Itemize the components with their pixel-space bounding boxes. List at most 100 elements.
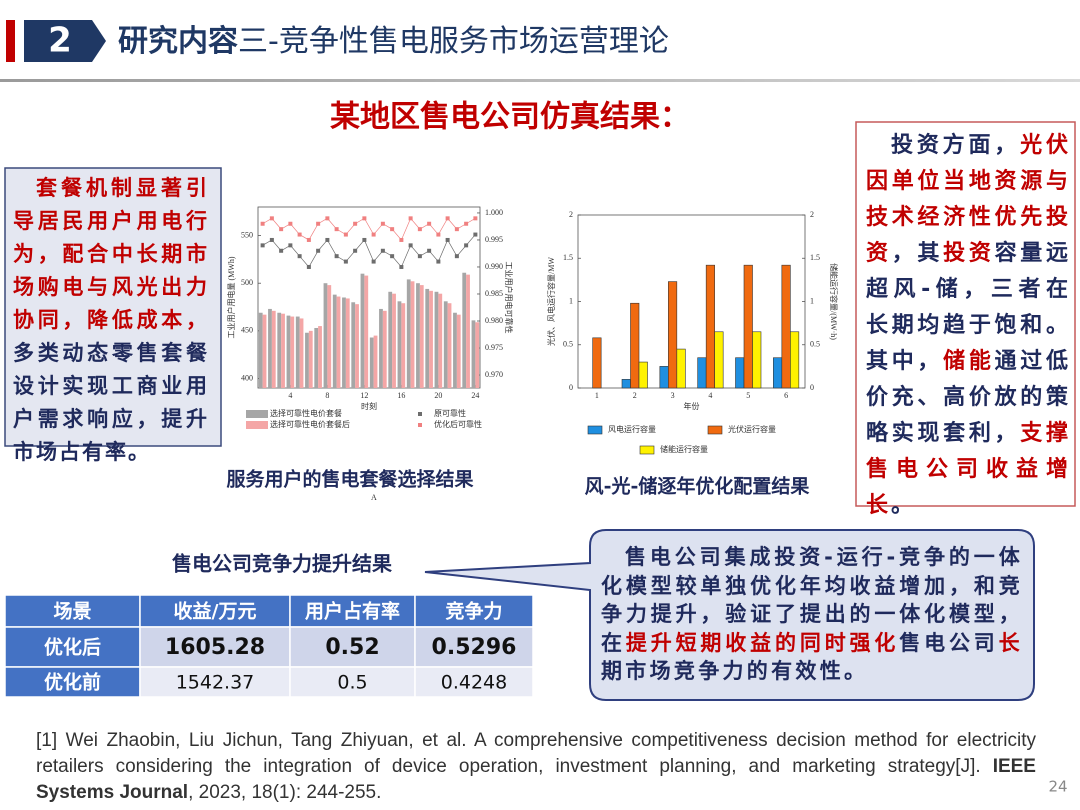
table-header-text: 用户占有率 (305, 600, 400, 623)
y-tick-label: 0 (569, 383, 573, 392)
y-tick-label: 0.5 (563, 340, 573, 349)
bar (697, 357, 707, 389)
x-tick-label: 3 (671, 391, 675, 400)
y-tick-label: 0.5 (810, 340, 820, 349)
point (269, 216, 274, 221)
legend-swatch (246, 421, 268, 429)
bar (743, 264, 753, 389)
bar (638, 361, 648, 389)
bar (705, 264, 715, 389)
legend-label: 优化后可靠性 (434, 419, 482, 429)
bar (401, 303, 406, 388)
table-cell (139, 666, 291, 698)
section-number: 2 (48, 21, 72, 61)
legend-label: 原可靠性 (434, 408, 466, 418)
bar (281, 313, 285, 388)
y-tick-label: 400 (241, 373, 253, 382)
x-axis-title: 时刻 (361, 401, 377, 411)
point (417, 254, 422, 259)
point (473, 216, 478, 221)
bar (379, 308, 383, 388)
table-value: 0.5 (337, 672, 367, 694)
point (399, 237, 404, 242)
bar (258, 312, 263, 388)
bar (438, 293, 443, 388)
bar (360, 273, 365, 388)
point (343, 259, 348, 264)
x-tick-label: 1 (595, 391, 599, 400)
bar (773, 357, 783, 389)
bar (659, 366, 669, 389)
text-run: ，其 (891, 241, 944, 266)
bar (735, 357, 745, 389)
bar (373, 335, 378, 388)
text-run: 光伏因单位当地资源与技术经济性优先投资 (866, 133, 1071, 266)
point (325, 237, 330, 242)
callout-bubble (424, 529, 1035, 701)
point (464, 221, 469, 226)
bar (268, 308, 272, 388)
chart-caption: 风-光-储逐年优化配置结果 (585, 475, 810, 498)
text-run: 提升短期收益的同时强化 (625, 630, 900, 655)
x-tick-label: 2 (633, 391, 637, 400)
bar (318, 326, 322, 388)
page-number: 24 (1048, 778, 1067, 796)
point (464, 243, 469, 248)
point (436, 232, 441, 237)
callout-text: 售电公司集成投资-运行-竞争的一体化模型较单独优化年均收益增加，和竞争力提升，验… (601, 543, 1023, 686)
text-run: [1] Wei Zhaobin, Liu Jichun, Tang Zhiyua… (36, 730, 1036, 777)
text-run: 套餐机制显著引导居民用户用电行为，配合中长期市场购电与风光出力协同，降低成本， (13, 176, 209, 332)
reference: [1] Wei Zhaobin, Liu Jichun, Tang Zhiyua… (36, 728, 1036, 806)
table-cell (414, 666, 534, 698)
bar (351, 302, 356, 388)
bar (342, 297, 346, 388)
text-run: 售电公司集成投资-运行-竞争的一体化模型较单独优化年均收益增加，和竞争力提升，验… (601, 545, 1023, 655)
bar (471, 320, 476, 388)
bar (425, 288, 430, 388)
bar (429, 290, 433, 388)
x-tick-label: 8 (325, 391, 329, 400)
bar (592, 337, 602, 389)
point (279, 248, 284, 253)
right-note: 投资方面，光伏因单位当地资源与技术经济性优先投资，其投资容量远超风-储，三者在长… (866, 128, 1071, 524)
bar (369, 337, 374, 388)
point (334, 254, 339, 259)
bar (277, 312, 282, 388)
x-tick-label: 16 (397, 391, 405, 400)
text-run: 容量远超风-储，三者在长期均趋于饱和。其中， (866, 241, 1071, 374)
point (380, 248, 385, 253)
bar (299, 318, 304, 388)
x-tick-label: 12 (360, 391, 368, 400)
table-value: 1542.37 (176, 672, 255, 694)
bar (676, 348, 686, 389)
table-value: 0.5296 (432, 635, 517, 660)
legend-label: 选择可靠性电价套餐后 (270, 419, 350, 429)
table-header-text: 场景 (53, 601, 91, 623)
point (306, 237, 311, 242)
point (269, 237, 274, 242)
bar (434, 291, 439, 388)
y2-axis-title: 储能运行容量/(MW·h) (829, 263, 839, 340)
bar (323, 283, 328, 388)
point (334, 227, 339, 232)
bar (295, 316, 300, 388)
x-tick-label: 4 (708, 391, 712, 400)
point (371, 232, 376, 237)
y-axis-title: 光伏、风电运行容量/MW (546, 257, 556, 346)
point (362, 237, 367, 242)
point (408, 216, 413, 221)
table-cell (289, 666, 416, 698)
point (454, 254, 459, 259)
x-tick-label: 4 (288, 391, 292, 400)
y-tick-label: 0 (810, 383, 814, 392)
y-tick-label: 2 (810, 210, 814, 219)
point (371, 259, 376, 264)
table-header-text: 收益/万元 (174, 600, 257, 623)
point (454, 227, 459, 232)
table-cell (4, 666, 141, 698)
text-run: 支撑售电公司收益增长 (866, 421, 1071, 518)
table-value: 0.4248 (441, 672, 507, 694)
bar (305, 332, 309, 388)
plot-frame (577, 214, 806, 389)
